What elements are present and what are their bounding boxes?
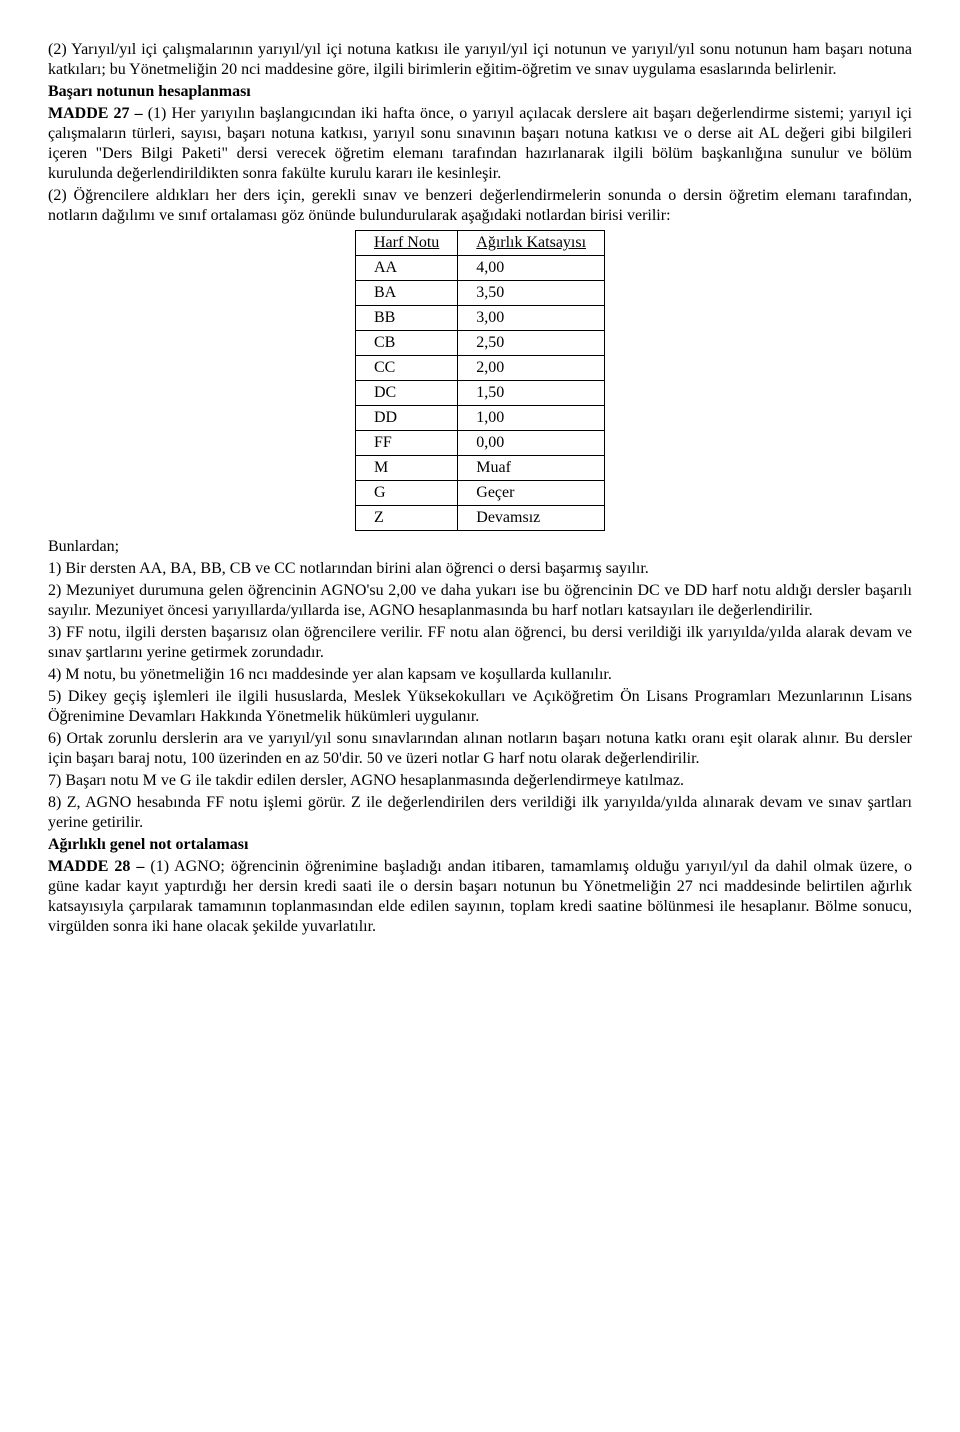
table-row: DD1,00: [355, 406, 604, 431]
table-row: ZDevamsız: [355, 506, 604, 531]
madde-27-label: MADDE 27 –: [48, 105, 148, 122]
table-row: GGeçer: [355, 481, 604, 506]
madde-27-2: (2) Öğrencilere aldıkları her ders için,…: [48, 186, 912, 226]
table-header-row: Harf Notu Ağırlık Katsayısı: [355, 231, 604, 256]
table-row: DC1,50: [355, 381, 604, 406]
table-row: AA4,00: [355, 256, 604, 281]
table-row: FF0,00: [355, 431, 604, 456]
list-item-3: 3) FF notu, ilgili dersten başarısız ola…: [48, 623, 912, 663]
list-item-2: 2) Mezuniyet durumuna gelen öğrencinin A…: [48, 581, 912, 621]
grade-table: Harf Notu Ağırlık Katsayısı AA4,00 BA3,5…: [355, 230, 605, 531]
heading-basari-notu: Başarı notunun hesaplanması: [48, 82, 912, 102]
bunlardan-label: Bunlardan;: [48, 537, 912, 557]
table-row: BB3,00: [355, 306, 604, 331]
madde-27-1: MADDE 27 – (1) Her yarıyılın başlangıcın…: [48, 104, 912, 184]
heading-agno: Ağırlıklı genel not ortalaması: [48, 835, 912, 855]
list-item-4: 4) M notu, bu yönetmeliğin 16 ncı maddes…: [48, 665, 912, 685]
paragraph-2: (2) Yarıyıl/yıl içi çalışmalarının yarıy…: [48, 40, 912, 80]
list-item-7: 7) Başarı notu M ve G ile takdir edilen …: [48, 771, 912, 791]
table-row: BA3,50: [355, 281, 604, 306]
madde-27-body: (1) Her yarıyılın başlangıcından iki haf…: [48, 105, 912, 182]
table-row: CB2,50: [355, 331, 604, 356]
madde-28: MADDE 28 – (1) AGNO; öğrencinin öğrenimi…: [48, 857, 912, 937]
madde-28-body: (1) AGNO; öğrencinin öğrenimine başladığ…: [48, 858, 912, 935]
table-row: CC2,00: [355, 356, 604, 381]
list-item-1: 1) Bir dersten AA, BA, BB, CB ve CC notl…: [48, 559, 912, 579]
madde-28-label: MADDE 28 –: [48, 858, 150, 875]
col-harf-notu: Harf Notu: [355, 231, 457, 256]
list-item-8: 8) Z, AGNO hesabında FF notu işlemi görü…: [48, 793, 912, 833]
table-row: MMuaf: [355, 456, 604, 481]
col-agirlik: Ağırlık Katsayısı: [458, 231, 605, 256]
list-item-6: 6) Ortak zorunlu derslerin ara ve yarıyı…: [48, 729, 912, 769]
list-item-5: 5) Dikey geçiş işlemleri ile ilgili husu…: [48, 687, 912, 727]
